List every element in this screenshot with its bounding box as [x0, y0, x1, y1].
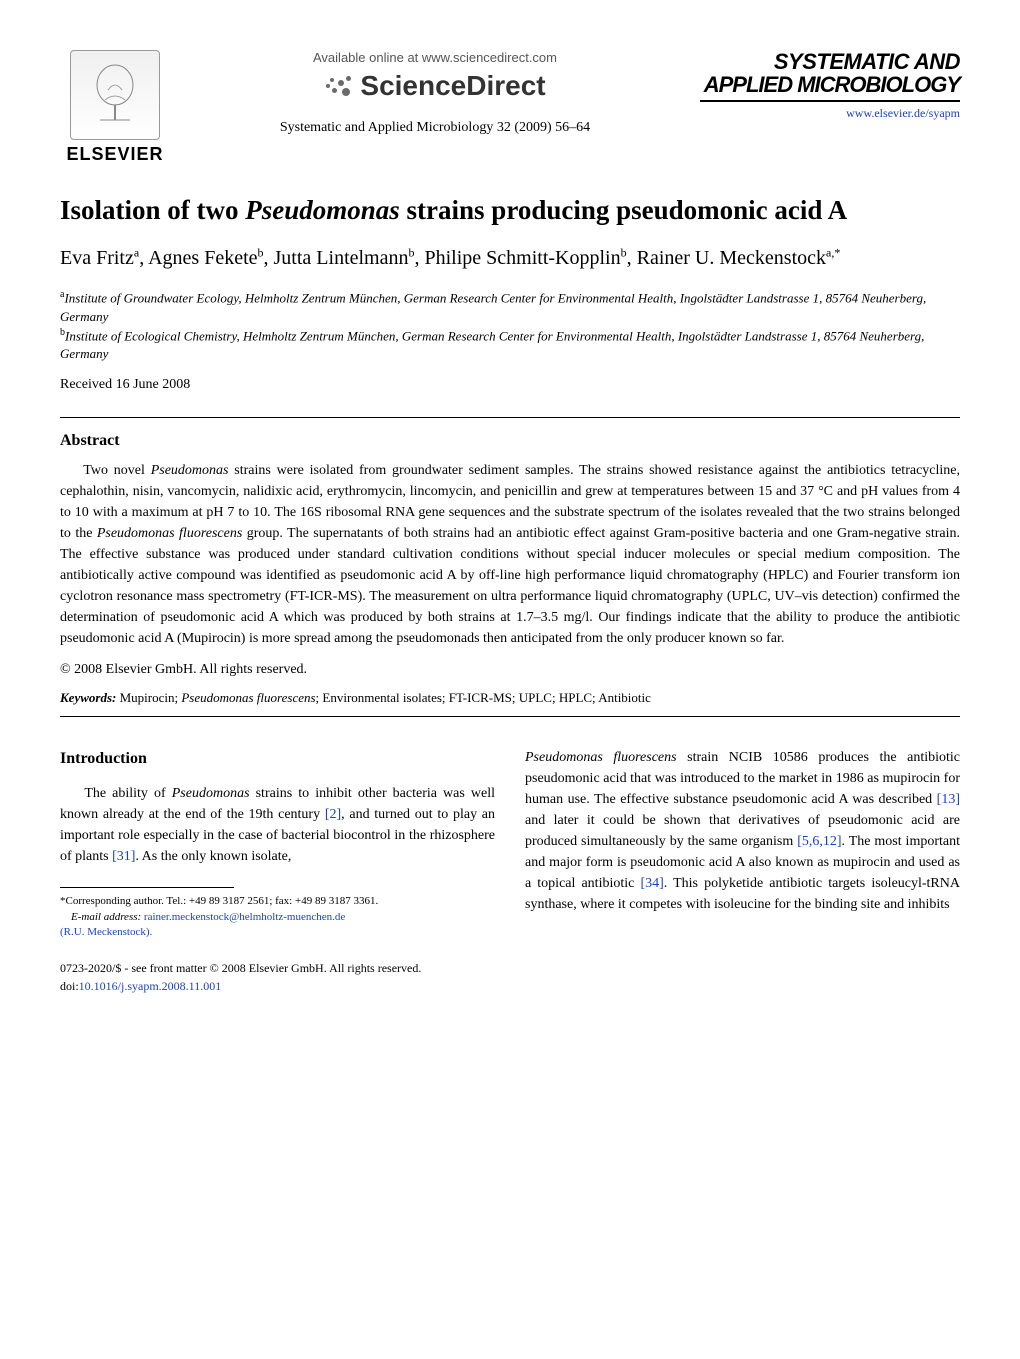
email-address[interactable]: rainer.meckenstock@helmholtz-muenchen.de: [144, 911, 345, 923]
intro-r-i1: Pseudomonas fluorescens: [525, 750, 677, 765]
abstract-heading: Abstract: [60, 432, 960, 450]
header: ELSEVIER Available online at www.science…: [60, 50, 960, 165]
elsevier-tree-icon: [70, 50, 160, 140]
rule-above-abstract: [60, 417, 960, 418]
keywords-p2: ; Environmental isolates; FT-ICR-MS; UPL…: [316, 690, 651, 705]
elsevier-logo: ELSEVIER: [60, 50, 170, 165]
abstract-p3: group. The supernatants of both strains …: [60, 526, 960, 646]
affiliations: aInstitute of Groundwater Ecology, Helmh…: [60, 288, 960, 363]
keywords-italic: Pseudomonas fluorescens: [181, 690, 315, 705]
abstract-i2: Pseudomonas fluorescens: [97, 526, 242, 541]
cite-5-6-12[interactable]: [5,6,12]: [797, 834, 841, 849]
abstract-body: Two novel Pseudomonas strains were isola…: [60, 460, 960, 649]
title-prefix: Isolation of two: [60, 195, 245, 225]
column-left: Introduction The ability of Pseudomonas …: [60, 747, 495, 994]
affiliation-a-text: Institute of Groundwater Ecology, Helmho…: [60, 290, 926, 323]
journal-rule: [700, 100, 960, 102]
journal-logo-line1: SYSTEMATIC AND: [700, 50, 960, 73]
intro-paragraph-right: Pseudomonas fluorescens strain NCIB 1058…: [525, 747, 960, 915]
journal-url[interactable]: www.elsevier.de/syapm: [700, 106, 960, 121]
email-author: (R.U. Meckenstock).: [60, 925, 495, 940]
body-columns: Introduction The ability of Pseudomonas …: [60, 747, 960, 994]
journal-citation: Systematic and Applied Microbiology 32 (…: [190, 120, 680, 136]
received-date: Received 16 June 2008: [60, 377, 960, 393]
cite-13[interactable]: [13]: [937, 792, 960, 807]
cite-2[interactable]: [2]: [325, 807, 341, 822]
abstract-copyright: © 2008 Elsevier GmbH. All rights reserve…: [60, 659, 960, 680]
sciencedirect-dots-icon: [324, 74, 354, 99]
introduction-heading: Introduction: [60, 747, 495, 771]
cite-34[interactable]: [34]: [640, 876, 663, 891]
journal-logo-block: SYSTEMATIC AND APPLIED MICROBIOLOGY www.…: [700, 50, 960, 121]
rule-below-keywords: [60, 716, 960, 717]
abstract-i1: Pseudomonas: [151, 463, 229, 478]
email-line: E-mail address: rainer.meckenstock@helmh…: [60, 910, 495, 925]
title-italic: Pseudomonas: [245, 195, 400, 225]
front-matter-copyright: 0723-2020/$ - see front matter © 2008 El…: [60, 959, 495, 977]
authors: Eva Fritza, Agnes Feketeb, Jutta Lintelm…: [60, 244, 960, 272]
sciencedirect-text: ScienceDirect: [360, 70, 545, 102]
doi-label: doi:: [60, 979, 79, 993]
intro-paragraph-left: The ability of Pseudomonas strains to in…: [60, 783, 495, 867]
keywords-p1: Mupirocin;: [116, 690, 181, 705]
available-online-text: Available online at www.sciencedirect.co…: [190, 50, 680, 65]
title-suffix: strains producing pseudomonic acid A: [400, 195, 847, 225]
elsevier-text: ELSEVIER: [66, 144, 163, 165]
affiliation-a: aInstitute of Groundwater Ecology, Helmh…: [60, 288, 960, 326]
journal-logo-line2: APPLIED MICROBIOLOGY: [700, 73, 960, 96]
cite-31[interactable]: [31]: [112, 849, 135, 864]
abstract-p1: Two novel: [83, 463, 150, 478]
sciencedirect-logo: ScienceDirect: [190, 70, 680, 102]
header-center: Available online at www.sciencedirect.co…: [170, 50, 700, 136]
keywords: Keywords: Mupirocin; Pseudomonas fluores…: [60, 690, 960, 706]
affiliation-b-text: Institute of Ecological Chemistry, Helmh…: [60, 328, 924, 361]
column-right: Pseudomonas fluorescens strain NCIB 1058…: [525, 747, 960, 994]
intro-l-i1: Pseudomonas: [172, 786, 250, 801]
intro-l-p1: The ability of: [84, 786, 171, 801]
corresponding-author: *Corresponding author. Tel.: +49 89 3187…: [60, 894, 495, 909]
doi-line: doi:10.1016/j.syapm.2008.11.001: [60, 977, 495, 995]
keywords-label: Keywords:: [60, 690, 116, 705]
email-label: E-mail address:: [71, 911, 141, 923]
footnote-block: *Corresponding author. Tel.: +49 89 3187…: [60, 894, 495, 940]
affiliation-b: bInstitute of Ecological Chemistry, Helm…: [60, 326, 960, 364]
footnote-rule: [60, 887, 234, 888]
article-title: Isolation of two Pseudomonas strains pro…: [60, 195, 960, 226]
doi-link[interactable]: 10.1016/j.syapm.2008.11.001: [79, 979, 222, 993]
intro-l-p4: . As the only known isolate,: [135, 849, 291, 864]
